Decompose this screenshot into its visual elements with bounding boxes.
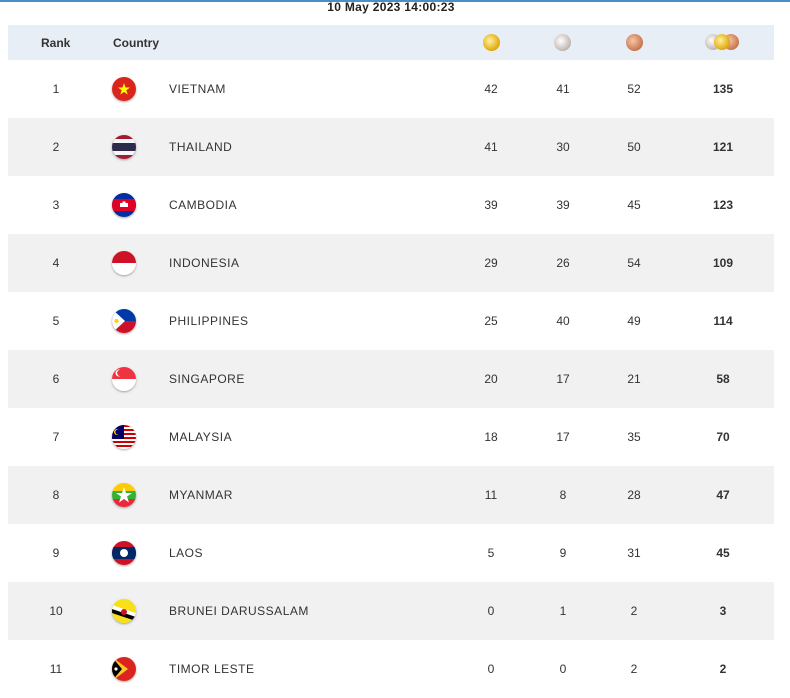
- bronze-count: 21: [627, 372, 641, 386]
- silver-count: 39: [556, 198, 570, 212]
- gold-medal-icon[interactable]: [483, 34, 500, 51]
- bronze-count: 54: [627, 256, 641, 270]
- medal-table: Rank Country 1 VIETNAM 42 41 52 135 2 TH…: [8, 25, 774, 698]
- rank-cell: 11: [49, 662, 63, 676]
- silver-count: 1: [559, 604, 567, 618]
- country-name[interactable]: VIETNAM: [169, 82, 226, 96]
- thailand-flag-icon: [112, 135, 136, 159]
- bronze-count: 52: [627, 82, 641, 96]
- silver-medal-icon[interactable]: [554, 34, 571, 51]
- country-name[interactable]: MALAYSIA: [169, 430, 233, 444]
- cambodia-flag-icon: [112, 193, 136, 217]
- total-count: 45: [716, 546, 730, 560]
- table-row[interactable]: 8 MYANMAR 11 8 28 47: [8, 466, 774, 524]
- country-name[interactable]: CAMBODIA: [169, 198, 238, 212]
- country-name[interactable]: SINGAPORE: [169, 372, 245, 386]
- table-row[interactable]: 9 LAOS 5 9 31 45: [8, 524, 774, 582]
- table-row[interactable]: 1 VIETNAM 42 41 52 135: [8, 60, 774, 118]
- rank-cell: 9: [52, 546, 60, 560]
- total-count: 3: [719, 604, 727, 618]
- country-name[interactable]: PHILIPPINES: [169, 314, 249, 328]
- table-row[interactable]: 11 TIMOR LESTE 0 0 2 2: [8, 640, 774, 698]
- total-count: 114: [713, 314, 733, 328]
- rank-cell: 6: [52, 372, 60, 386]
- silver-count: 30: [556, 140, 570, 154]
- total-count: 123: [712, 198, 734, 212]
- silver-count: 41: [556, 82, 570, 96]
- table-row[interactable]: 4 INDONESIA 29 26 54 109: [8, 234, 774, 292]
- gold-count: 42: [484, 82, 498, 96]
- top-accent-line: [0, 0, 790, 2]
- gold-count: 0: [487, 662, 495, 676]
- rank-cell: 2: [52, 140, 60, 154]
- table-row[interactable]: 10 BRUNEI DARUSSALAM 0 1 2 3: [8, 582, 774, 640]
- bronze-count: 28: [627, 488, 641, 502]
- total-count: 70: [716, 430, 730, 444]
- rank-cell: 8: [52, 488, 60, 502]
- total-count: 135: [712, 82, 734, 96]
- gold-count: 11: [484, 488, 498, 502]
- singapore-flag-icon: [112, 367, 136, 391]
- silver-count: 17: [556, 372, 570, 386]
- total-medals-icon[interactable]: [705, 34, 739, 51]
- table-row[interactable]: 7 MALAYSIA 18 17 35 70: [8, 408, 774, 466]
- silver-count: 0: [559, 662, 567, 676]
- table-row[interactable]: 2 THAILAND 41 30 50 121: [8, 118, 774, 176]
- table-header: Rank Country: [8, 25, 774, 60]
- country-column-header[interactable]: Country: [113, 36, 159, 50]
- country-name[interactable]: TIMOR LESTE: [169, 662, 255, 676]
- total-count: 58: [716, 372, 730, 386]
- country-name[interactable]: BRUNEI DARUSSALAM: [169, 604, 309, 618]
- update-timestamp: 10 May 2023 14:00:23: [327, 0, 455, 14]
- bronze-count: 45: [627, 198, 641, 212]
- rank-cell: 1: [52, 82, 60, 96]
- country-name[interactable]: INDONESIA: [169, 256, 240, 270]
- rank-column-header[interactable]: Rank: [41, 36, 71, 50]
- bronze-count: 49: [627, 314, 641, 328]
- rank-cell: 7: [52, 430, 60, 444]
- gold-count: 25: [484, 314, 498, 328]
- table-row[interactable]: 5 PHILIPPINES 25 40 49 114: [8, 292, 774, 350]
- malaysia-flag-icon: [112, 425, 136, 449]
- vietnam-flag-icon: [112, 77, 136, 101]
- myanmar-flag-icon: [112, 483, 136, 507]
- silver-count: 26: [556, 256, 570, 270]
- bronze-count: 2: [630, 604, 638, 618]
- bronze-count: 50: [627, 140, 641, 154]
- bronze-count: 31: [627, 546, 641, 560]
- bronze-medal-icon[interactable]: [626, 34, 643, 51]
- total-count: 47: [716, 488, 730, 502]
- laos-flag-icon: [112, 541, 136, 565]
- silver-count: 8: [559, 488, 567, 502]
- country-name[interactable]: MYANMAR: [169, 488, 233, 502]
- indonesia-flag-icon: [112, 251, 136, 275]
- gold-count: 0: [487, 604, 495, 618]
- philippines-flag-icon: [112, 309, 136, 333]
- bronze-count: 35: [627, 430, 641, 444]
- silver-count: 9: [559, 546, 567, 560]
- country-name[interactable]: LAOS: [169, 546, 204, 560]
- gold-count: 20: [484, 372, 498, 386]
- rank-cell: 10: [49, 604, 63, 618]
- table-row[interactable]: 6 SINGAPORE 20 17 21 58: [8, 350, 774, 408]
- total-count: 109: [712, 256, 734, 270]
- gold-count: 29: [484, 256, 498, 270]
- gold-count: 5: [487, 546, 495, 560]
- silver-count: 40: [556, 314, 570, 328]
- rank-cell: 4: [52, 256, 60, 270]
- bronze-count: 2: [630, 662, 638, 676]
- gold-count: 41: [484, 140, 498, 154]
- silver-count: 17: [556, 430, 570, 444]
- total-count: 121: [712, 140, 734, 154]
- country-name[interactable]: THAILAND: [169, 140, 233, 154]
- table-row[interactable]: 3 CAMBODIA 39 39 45 123: [8, 176, 774, 234]
- brunei-flag-icon: [112, 599, 136, 623]
- gold-count: 18: [484, 430, 498, 444]
- timor-leste-flag-icon: [112, 657, 136, 681]
- total-count: 2: [719, 662, 727, 676]
- rank-cell: 5: [52, 314, 60, 328]
- gold-count: 39: [484, 198, 498, 212]
- rank-cell: 3: [52, 198, 60, 212]
